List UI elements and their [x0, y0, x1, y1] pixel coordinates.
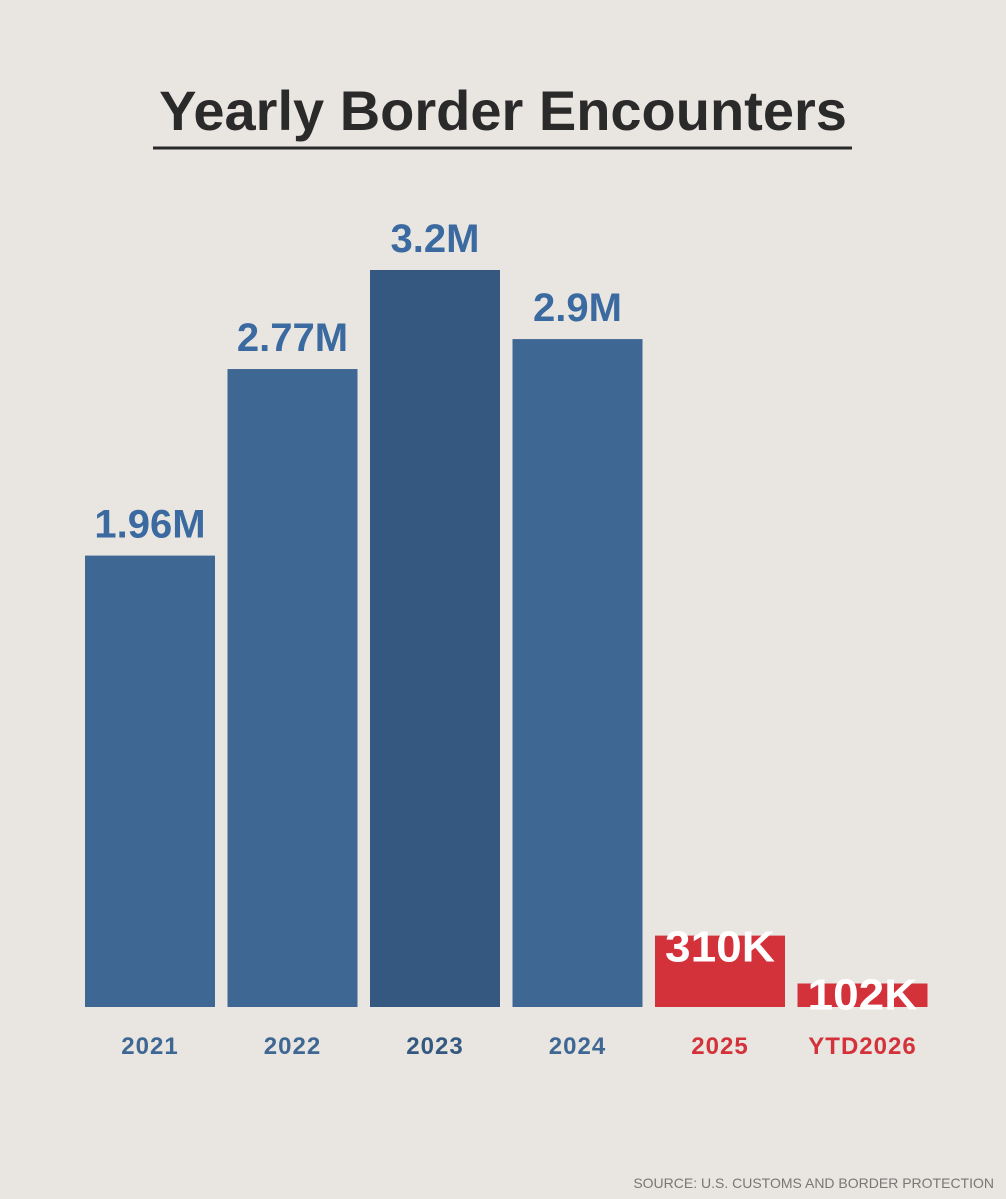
value-label: 2.9M: [533, 286, 622, 330]
value-label: 3.2M: [391, 217, 480, 261]
x-tick-label: 2022: [264, 1033, 321, 1060]
bar: [227, 369, 358, 1007]
value-label: 102K: [808, 971, 918, 1020]
bar: [85, 555, 215, 1007]
x-tick-label: 2024: [549, 1033, 606, 1060]
bar: [512, 339, 643, 1007]
chart-title: Yearly Border Encounters: [159, 79, 847, 142]
bar: [797, 983, 928, 1007]
value-label: 1.96M: [94, 503, 205, 547]
x-tick-label: 2021: [121, 1033, 178, 1060]
value-label: 310K: [665, 923, 775, 972]
x-tick-label: YTD2026: [808, 1033, 916, 1060]
bar: [655, 935, 785, 1007]
x-tick-label: 2025: [691, 1033, 748, 1060]
source-note: SOURCE: U.S. CUSTOMS AND BORDER PROTECTI…: [633, 1175, 994, 1191]
x-tick-label: 2023: [406, 1033, 463, 1060]
value-label: 2.77M: [237, 316, 348, 360]
bar: [370, 270, 500, 1007]
